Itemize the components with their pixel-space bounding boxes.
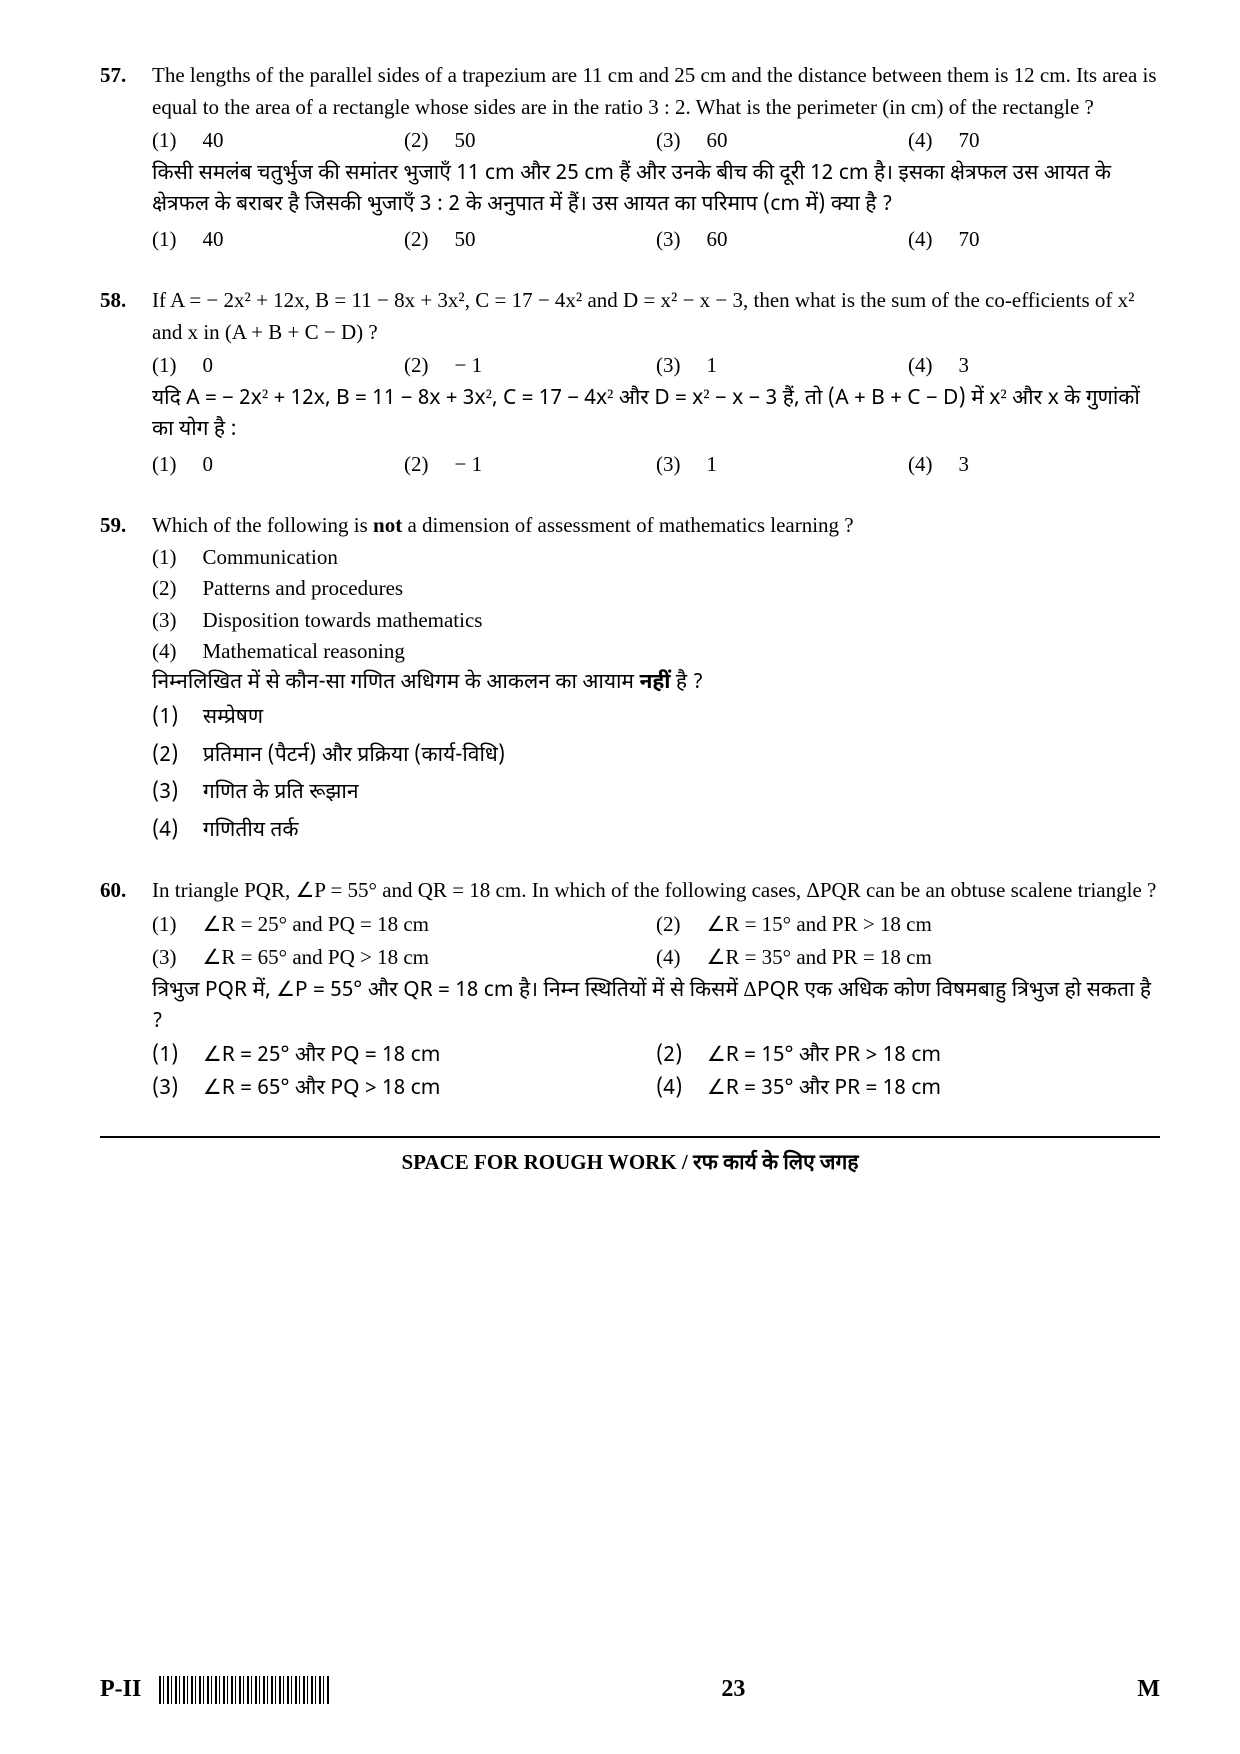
option-4: (4) Mathematical reasoning [152,636,1160,668]
option-2: (2) ∠R = 15° and PR > 18 cm [656,909,1160,941]
stem-hi: किसी समलंब चतुर्भुज की समांतर भुजाएँ 11 … [152,159,1160,222]
option-4: (4) 70 [908,125,1160,157]
options-row-en-1: (1) ∠R = 25° and PQ = 18 cm (2) ∠R = 15°… [152,909,1160,941]
question-57: 57. The lengths of the parallel sides of… [100,60,1160,257]
stem-hi: निम्नलिखित में से कौन-सा गणित अधिगम के आ… [152,668,1160,700]
page-footer: P-II 23 M [100,1676,1160,1704]
question-body: Which of the following is not a dimensio… [152,510,1160,847]
option-4: (4) 3 [908,350,1160,382]
option-3: (3) गणित के प्रति रूझान [152,778,1160,810]
options-row-hi-1: (1) ∠R = 25° और PQ = 18 cm (2) ∠R = 15° … [152,1041,1160,1073]
question-body: If A = − 2x² + 12x, B = 11 − 8x + 3x², C… [152,285,1160,482]
option-1: (1) ∠R = 25° and PQ = 18 cm [152,909,656,941]
question-number: 57. [100,60,152,257]
divider [100,1136,1160,1138]
question-60: 60. In triangle PQR, ∠P = 55° and QR = 1… [100,875,1160,1108]
options-row-hi: (1) 0 (2) − 1 (3) 1 (4) 3 [152,449,1160,481]
stem-hi: यदि A = − 2x² + 12x, B = 11 − 8x + 3x², … [152,384,1160,447]
option-3: (3) 60 [656,224,908,256]
option-1: (1) 0 [152,449,404,481]
option-3: (3) Disposition towards mathematics [152,605,1160,637]
option-1: (1) सम्प्रेषण [152,703,1160,735]
option-1: (1) 40 [152,224,404,256]
options-row-hi-2: (3) ∠R = 65° और PQ > 18 cm (4) ∠R = 35° … [152,1074,1160,1106]
option-3: (3) 60 [656,125,908,157]
option-1: (1) ∠R = 25° और PQ = 18 cm [152,1041,656,1073]
question-number: 60. [100,875,152,1108]
option-3: (3) 1 [656,350,908,382]
options-row-en: (1) 0 (2) − 1 (3) 1 (4) 3 [152,350,1160,382]
footer-center: 23 [721,1676,745,1703]
option-4: (4) 70 [908,224,1160,256]
stem-en: Which of the following is not a dimensio… [152,510,1160,542]
question-number: 58. [100,285,152,482]
option-2: (2) 50 [404,125,656,157]
option-3: (3) 1 [656,449,908,481]
option-2: (2) − 1 [404,449,656,481]
option-2: (2) प्रतिमान (पैटर्न) और प्रक्रिया (कार्… [152,741,1160,773]
question-59: 59. Which of the following is not a dime… [100,510,1160,847]
option-4: (4) ∠R = 35° और PR = 18 cm [656,1074,1160,1106]
question-58: 58. If A = − 2x² + 12x, B = 11 − 8x + 3x… [100,285,1160,482]
footer-left: P-II [100,1676,329,1704]
option-2: (2) ∠R = 15° और PR > 18 cm [656,1041,1160,1073]
stem-en: If A = − 2x² + 12x, B = 11 − 8x + 3x², C… [152,285,1160,348]
rough-work-label: SPACE FOR ROUGH WORK / रफ कार्य के लिए ज… [100,1148,1160,1176]
exam-page: 57. The lengths of the parallel sides of… [0,0,1240,1754]
option-1: (1) Communication [152,542,1160,574]
question-body: The lengths of the parallel sides of a t… [152,60,1160,257]
option-4: (4) 3 [908,449,1160,481]
stem-en: In triangle PQR, ∠P = 55° and QR = 18 cm… [152,875,1160,907]
option-2: (2) 50 [404,224,656,256]
options-row-en-2: (3) ∠R = 65° and PQ > 18 cm (4) ∠R = 35°… [152,942,1160,974]
footer-right: M [1137,1676,1160,1703]
options-row-en: (1) 40 (2) 50 (3) 60 (4) 70 [152,125,1160,157]
option-2: (2) − 1 [404,350,656,382]
stem-en: The lengths of the parallel sides of a t… [152,60,1160,123]
option-3: (3) ∠R = 65° और PQ > 18 cm [152,1074,656,1106]
question-number: 59. [100,510,152,847]
option-1: (1) 0 [152,350,404,382]
options-row-hi: (1) 40 (2) 50 (3) 60 (4) 70 [152,224,1160,256]
stem-hi: त्रिभुज PQR में, ∠P = 55° और QR = 18 cm … [152,976,1160,1039]
barcode-icon [159,1676,329,1704]
option-3: (3) ∠R = 65° and PQ > 18 cm [152,942,656,974]
option-4: (4) गणितीय तर्क [152,816,1160,848]
option-4: (4) ∠R = 35° and PR = 18 cm [656,942,1160,974]
question-body: In triangle PQR, ∠P = 55° and QR = 18 cm… [152,875,1160,1108]
option-2: (2) Patterns and procedures [152,573,1160,605]
option-1: (1) 40 [152,125,404,157]
